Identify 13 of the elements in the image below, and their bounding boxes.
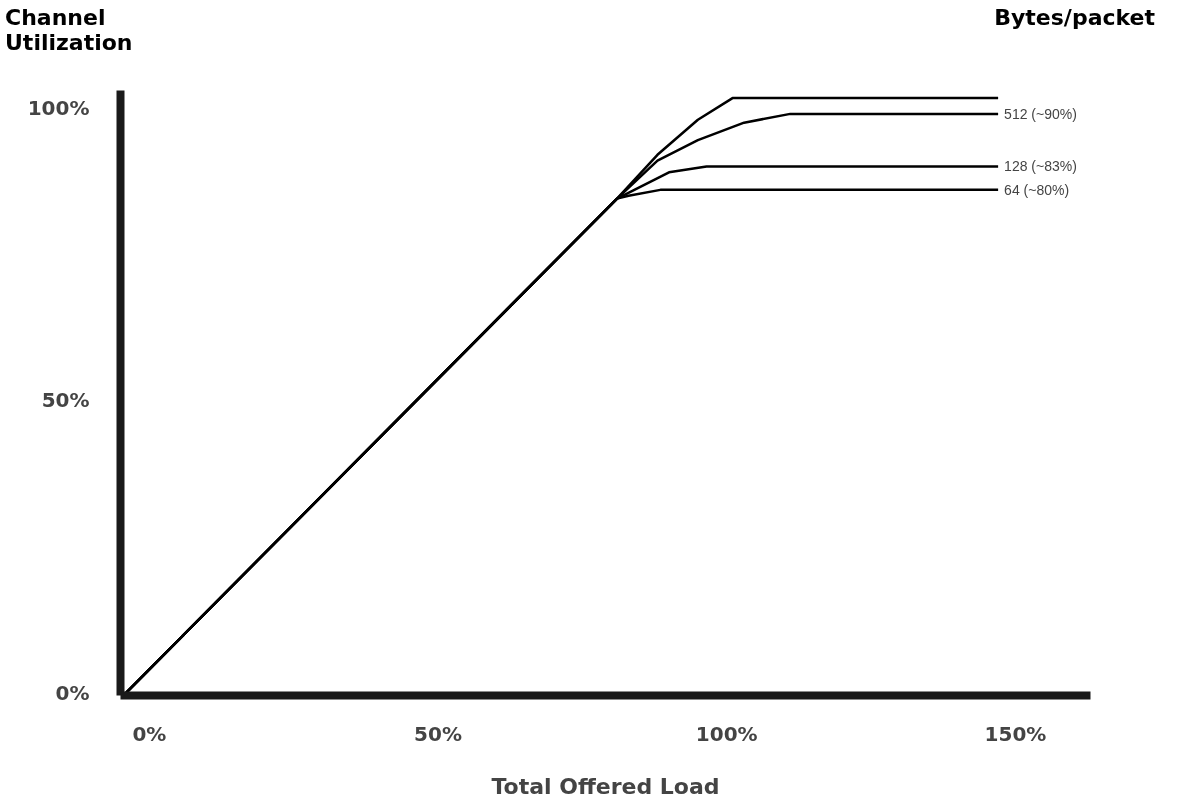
x-tick-label: 0% xyxy=(132,721,167,746)
series-label: 512 (~90%) xyxy=(1004,105,1077,122)
y-axis-title: Channel Utilization xyxy=(5,5,133,56)
series-label: 128 (~83%) xyxy=(1004,158,1077,175)
y-tick-label: 0% xyxy=(55,680,90,705)
y-tick-label: 50% xyxy=(41,388,90,413)
x-tick-label: 50% xyxy=(414,721,462,746)
legend-title: Bytes/packet xyxy=(994,5,1155,31)
x-tick-label: 150% xyxy=(984,721,1047,746)
x-axis-title: Total Offered Load xyxy=(491,773,720,799)
y-tick-label: 100% xyxy=(27,96,90,121)
series-label: 64 (~80%) xyxy=(1004,181,1070,198)
x-tick-label: 100% xyxy=(695,721,758,746)
